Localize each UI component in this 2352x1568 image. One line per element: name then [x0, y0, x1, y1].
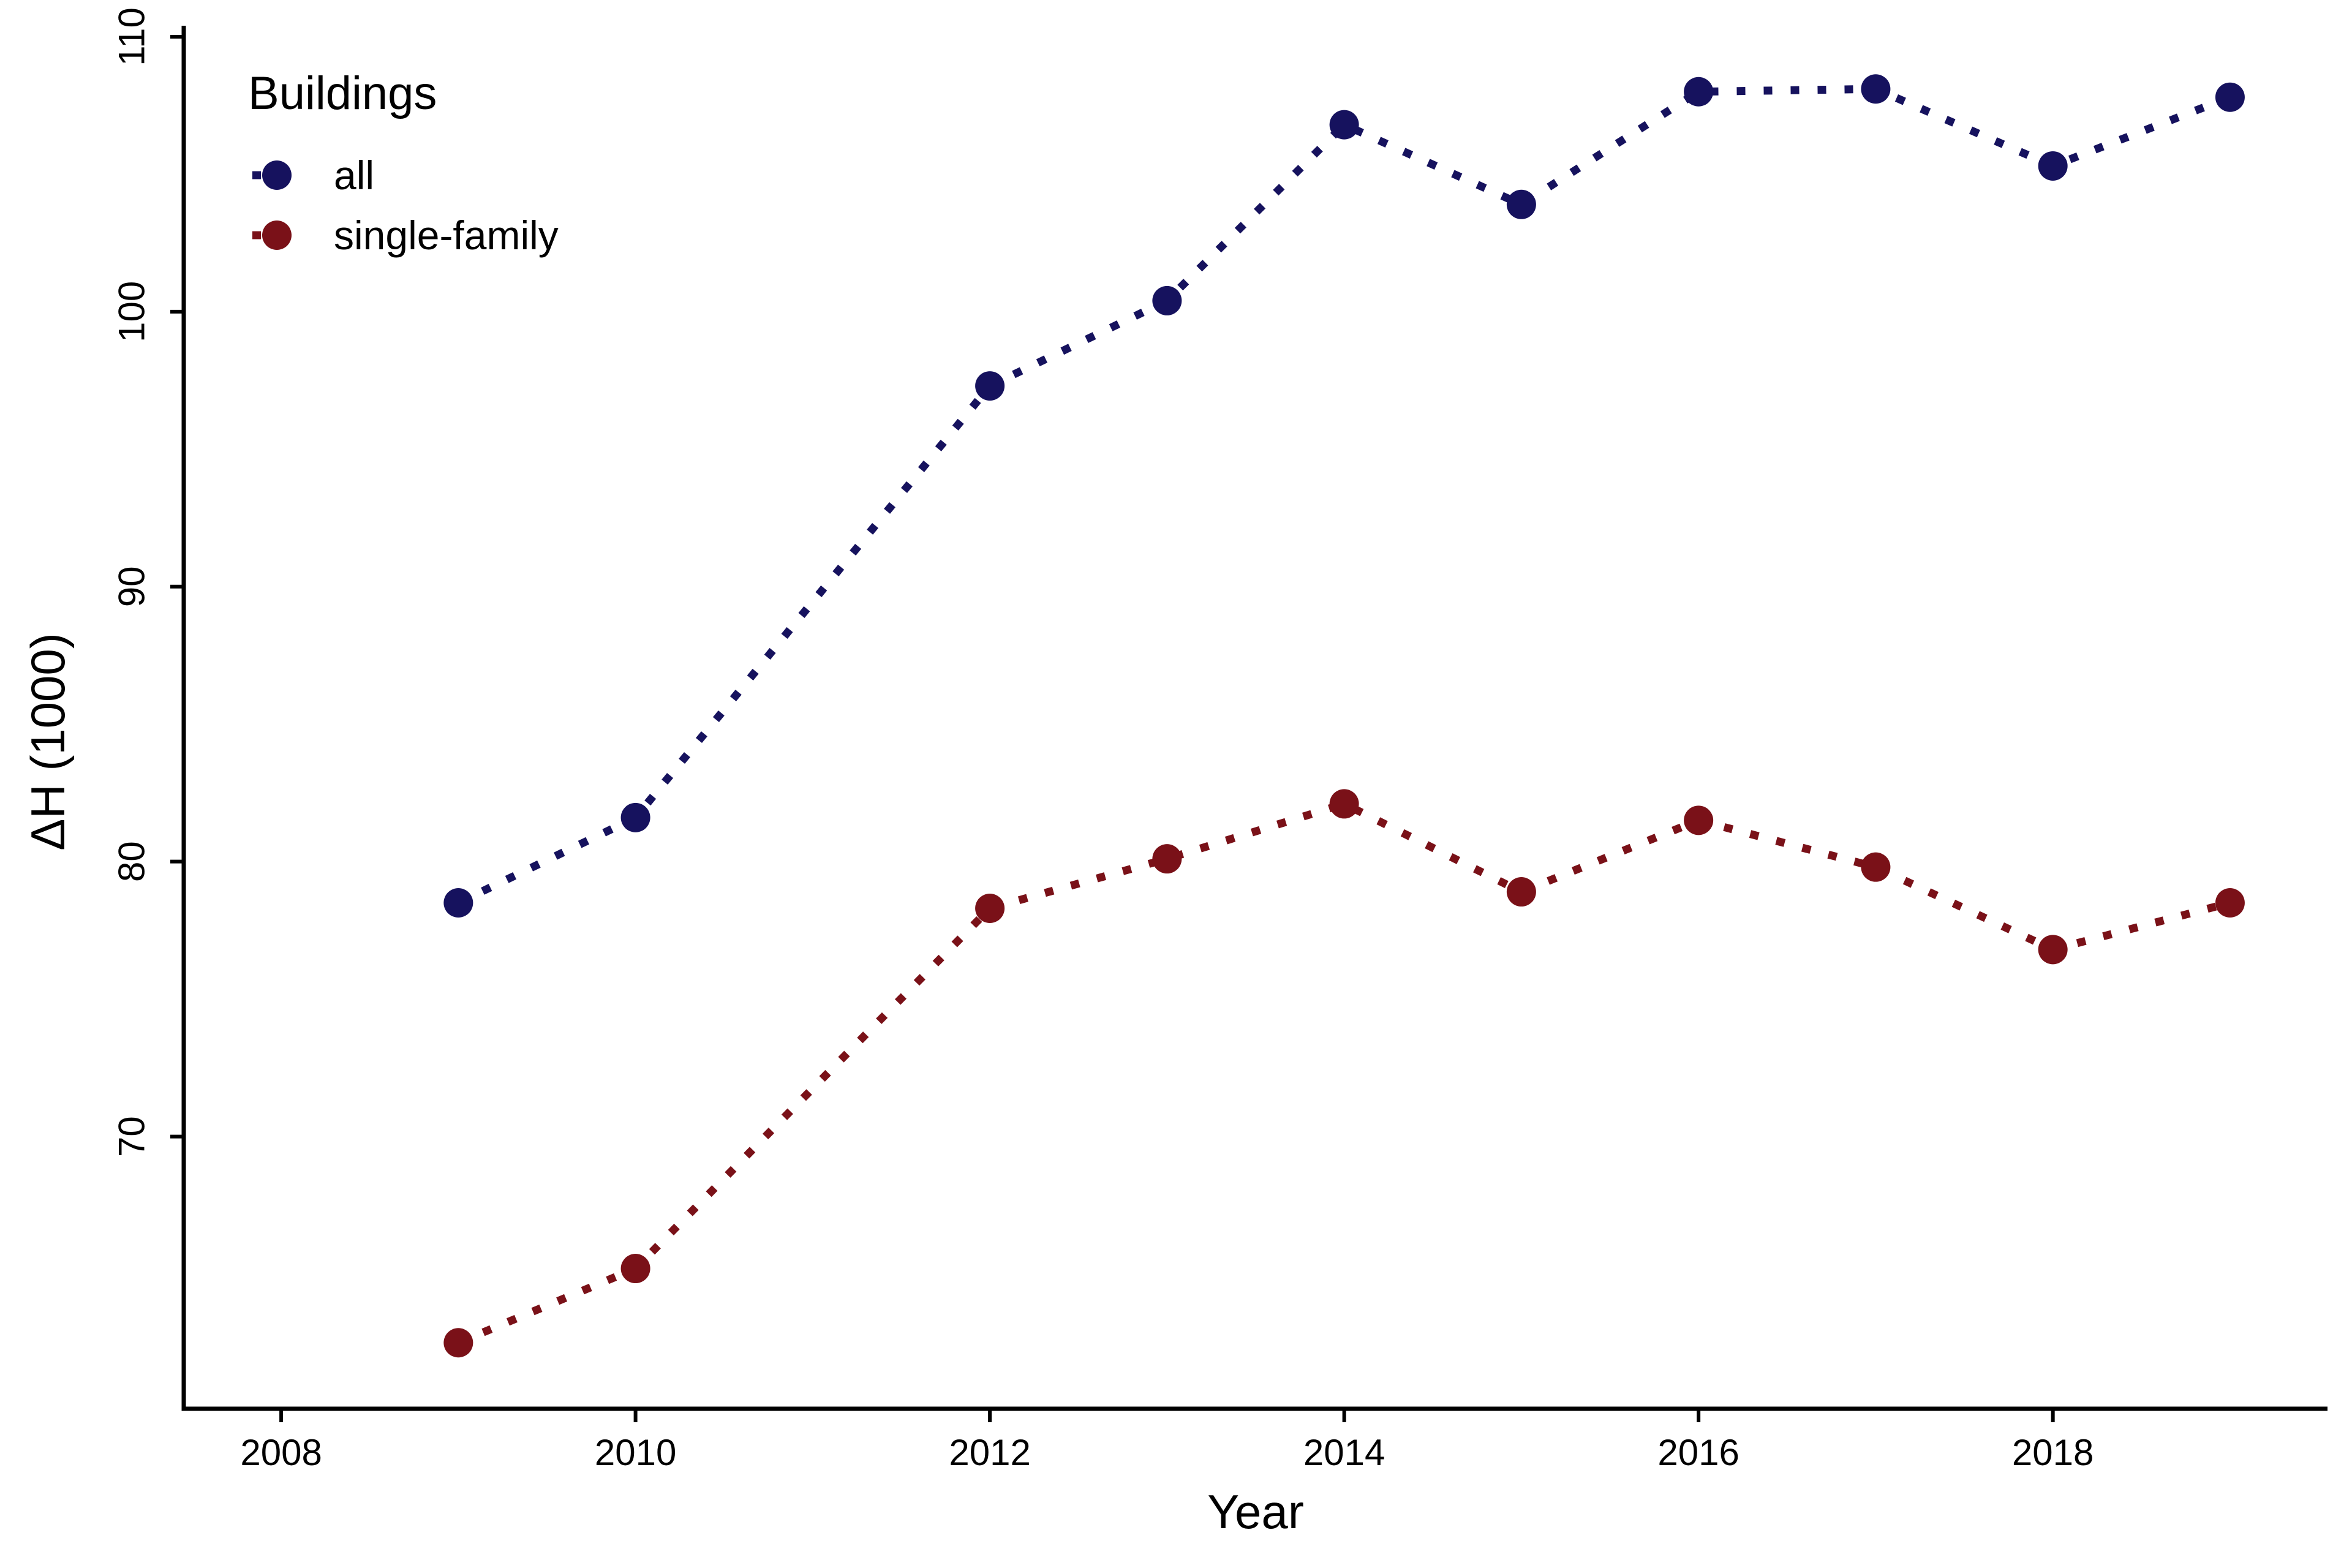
- x-tick-label: 2016: [1657, 1432, 1739, 1473]
- data-point: [1684, 77, 1714, 107]
- legend-title: Buildings: [248, 67, 437, 119]
- x-axis-ticks: 2008 2010 2012 2014 2016 2018: [240, 1409, 2094, 1473]
- series-single-family: [443, 789, 2245, 1358]
- x-tick-label: 2012: [949, 1432, 1030, 1473]
- y-tick-label: 70: [111, 1116, 153, 1157]
- y-tick-label: 100: [111, 281, 153, 342]
- data-point: [975, 371, 1005, 401]
- data-point: [1506, 189, 1536, 219]
- x-tick-label: 2014: [1303, 1432, 1385, 1473]
- y-tick-label: 110: [111, 7, 153, 66]
- data-point: [620, 1254, 650, 1284]
- series-layer: [443, 74, 2245, 1358]
- x-tick-label: 2018: [2012, 1432, 2094, 1473]
- data-point: [1861, 852, 1891, 882]
- data-point: [1329, 789, 1359, 819]
- x-tick-label: 2010: [595, 1432, 676, 1473]
- series-line: [456, 799, 2231, 1347]
- data-point: [2038, 151, 2068, 181]
- series-line: [456, 85, 2232, 907]
- legend-marker: [262, 221, 292, 250]
- data-point: [975, 893, 1005, 923]
- legend-key: [252, 221, 293, 250]
- data-point: [2038, 935, 2068, 965]
- y-axis-ticks: 70 80 90 100 110: [111, 7, 184, 1157]
- data-point: [1684, 805, 1714, 835]
- data-point: [443, 1328, 473, 1358]
- legend-key: [252, 160, 293, 190]
- data-point: [1152, 844, 1182, 874]
- legend-label: all: [334, 153, 374, 198]
- x-axis-title: Year: [1207, 1485, 1304, 1539]
- x-tick-label: 2008: [240, 1432, 322, 1473]
- data-point: [2215, 888, 2245, 918]
- data-point: [1329, 110, 1359, 140]
- series-all: [443, 74, 2245, 918]
- y-axis-title: ΔH (1000): [21, 633, 75, 851]
- data-point: [2215, 82, 2245, 112]
- data-point: [443, 888, 473, 918]
- data-point: [1506, 877, 1536, 907]
- data-point: [1152, 285, 1182, 315]
- legend-entries: all single-family: [252, 153, 559, 258]
- y-tick-label: 90: [111, 566, 153, 607]
- legend: Buildings all single-family: [248, 67, 559, 258]
- data-point: [1861, 74, 1891, 104]
- legend-marker: [262, 160, 292, 190]
- legend-label: single-family: [334, 213, 559, 258]
- y-tick-label: 80: [111, 841, 153, 882]
- data-point: [620, 802, 650, 832]
